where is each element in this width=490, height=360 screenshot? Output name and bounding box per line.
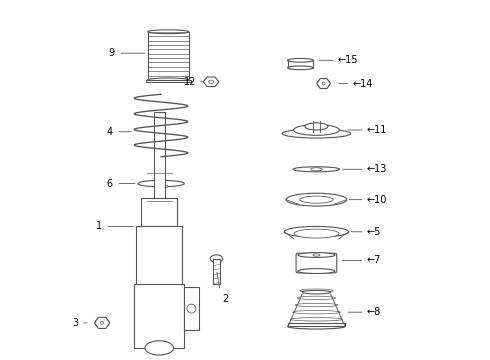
Ellipse shape bbox=[288, 324, 345, 329]
FancyBboxPatch shape bbox=[213, 258, 220, 284]
Ellipse shape bbox=[322, 82, 325, 85]
FancyBboxPatch shape bbox=[184, 287, 198, 330]
Ellipse shape bbox=[293, 167, 340, 172]
Ellipse shape bbox=[294, 229, 339, 238]
FancyBboxPatch shape bbox=[136, 226, 182, 287]
Ellipse shape bbox=[145, 341, 173, 355]
Ellipse shape bbox=[302, 291, 331, 294]
Text: 12: 12 bbox=[184, 77, 197, 87]
Text: 4: 4 bbox=[107, 127, 113, 137]
Polygon shape bbox=[317, 78, 330, 89]
Text: 9: 9 bbox=[108, 48, 115, 58]
Text: 3: 3 bbox=[73, 318, 79, 328]
FancyBboxPatch shape bbox=[146, 80, 191, 82]
Ellipse shape bbox=[298, 253, 335, 257]
Text: ←13: ←13 bbox=[367, 164, 387, 174]
Ellipse shape bbox=[210, 255, 222, 262]
Ellipse shape bbox=[282, 129, 351, 138]
Text: ←15: ←15 bbox=[338, 55, 358, 65]
Ellipse shape bbox=[100, 321, 104, 324]
Text: ←8: ←8 bbox=[367, 307, 381, 317]
Polygon shape bbox=[203, 77, 219, 86]
Ellipse shape bbox=[313, 254, 320, 256]
FancyBboxPatch shape bbox=[147, 32, 189, 80]
Ellipse shape bbox=[297, 296, 336, 300]
Ellipse shape bbox=[138, 180, 184, 187]
Ellipse shape bbox=[288, 66, 313, 70]
Text: ←5: ←5 bbox=[367, 227, 381, 237]
FancyBboxPatch shape bbox=[154, 112, 165, 202]
Ellipse shape bbox=[305, 123, 328, 130]
Ellipse shape bbox=[300, 196, 333, 203]
Ellipse shape bbox=[294, 125, 339, 135]
Ellipse shape bbox=[286, 193, 347, 206]
Ellipse shape bbox=[95, 318, 109, 328]
FancyBboxPatch shape bbox=[288, 324, 345, 327]
Text: 6: 6 bbox=[107, 179, 113, 189]
Text: ←7: ←7 bbox=[367, 255, 381, 265]
Ellipse shape bbox=[160, 185, 163, 187]
Text: ←14: ←14 bbox=[352, 78, 372, 89]
Ellipse shape bbox=[187, 304, 196, 313]
FancyBboxPatch shape bbox=[296, 253, 337, 273]
Ellipse shape bbox=[209, 80, 214, 84]
Ellipse shape bbox=[154, 185, 157, 187]
Text: 1: 1 bbox=[96, 221, 102, 231]
Ellipse shape bbox=[295, 303, 338, 307]
Ellipse shape bbox=[147, 78, 189, 82]
Ellipse shape bbox=[288, 58, 313, 62]
Text: ←11: ←11 bbox=[367, 125, 387, 135]
Ellipse shape bbox=[300, 289, 333, 292]
Ellipse shape bbox=[311, 168, 322, 171]
Text: 2: 2 bbox=[222, 294, 228, 304]
Ellipse shape bbox=[147, 30, 189, 34]
Ellipse shape bbox=[165, 185, 168, 187]
Text: ←10: ←10 bbox=[367, 195, 387, 204]
FancyBboxPatch shape bbox=[142, 198, 177, 230]
FancyBboxPatch shape bbox=[134, 284, 184, 348]
Ellipse shape bbox=[290, 318, 343, 321]
Ellipse shape bbox=[288, 325, 345, 328]
FancyBboxPatch shape bbox=[288, 60, 313, 68]
Ellipse shape bbox=[298, 269, 335, 274]
Polygon shape bbox=[95, 317, 110, 328]
Ellipse shape bbox=[284, 226, 348, 237]
Ellipse shape bbox=[293, 310, 340, 314]
Ellipse shape bbox=[318, 79, 330, 88]
